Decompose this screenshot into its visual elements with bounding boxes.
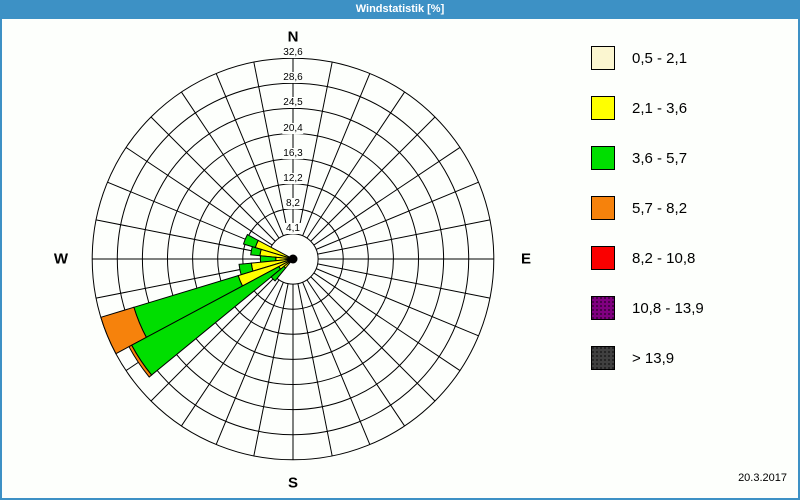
compass-label-north: N bbox=[287, 28, 299, 46]
window-titlebar: Windstatistik [%] bbox=[0, 0, 800, 19]
legend-swatch bbox=[591, 296, 615, 320]
ring-label-32,6: 32,6 bbox=[282, 47, 304, 59]
ring-label-20,4: 20,4 bbox=[282, 122, 304, 134]
legend-swatch bbox=[591, 246, 615, 270]
legend-item: 2,1 - 3,6 bbox=[591, 96, 704, 120]
ring-label-8,2: 8,2 bbox=[285, 197, 301, 209]
ring-label-16,3: 16,3 bbox=[282, 147, 304, 159]
compass-label-west: W bbox=[53, 250, 69, 268]
legend-item: 3,6 - 5,7 bbox=[591, 146, 704, 170]
compass-label-south: S bbox=[287, 474, 299, 492]
legend-label: 3,6 - 5,7 bbox=[632, 149, 688, 167]
legend-label: > 13,9 bbox=[632, 349, 675, 367]
ring-label-12,2: 12,2 bbox=[282, 172, 304, 184]
window-title: Windstatistik [%] bbox=[355, 3, 445, 15]
legend-label: 5,7 - 8,2 bbox=[632, 199, 688, 217]
legend-label: 0,5 - 2,1 bbox=[632, 49, 688, 67]
legend-swatch bbox=[591, 196, 615, 220]
legend-swatch bbox=[591, 346, 615, 370]
legend-swatch bbox=[591, 96, 615, 120]
legend-item: 10,8 - 13,9 bbox=[591, 296, 704, 320]
legend-item: 5,7 - 8,2 bbox=[591, 196, 704, 220]
legend-item: 8,2 - 10,8 bbox=[591, 246, 704, 270]
compass-label-east: E bbox=[520, 250, 532, 268]
legend-item: > 13,9 bbox=[591, 346, 704, 370]
legend-item: 0,5 - 2,1 bbox=[591, 46, 704, 70]
legend-label: 2,1 - 3,6 bbox=[632, 99, 688, 117]
legend-swatch bbox=[591, 46, 615, 70]
legend-label: 10,8 - 13,9 bbox=[632, 299, 704, 317]
ring-label-4,1: 4,1 bbox=[285, 222, 301, 234]
legend-label: 8,2 - 10,8 bbox=[632, 249, 696, 267]
date-label: 20.3.2017 bbox=[738, 472, 787, 484]
legend-swatch bbox=[591, 146, 615, 170]
ring-label-24,5: 24,5 bbox=[282, 97, 304, 109]
legend: 0,5 - 2,1 2,1 - 3,6 3,6 - 5,7 5,7 - 8,2 8,2 … bbox=[591, 46, 704, 396]
ring-label-28,6: 28,6 bbox=[282, 72, 304, 84]
